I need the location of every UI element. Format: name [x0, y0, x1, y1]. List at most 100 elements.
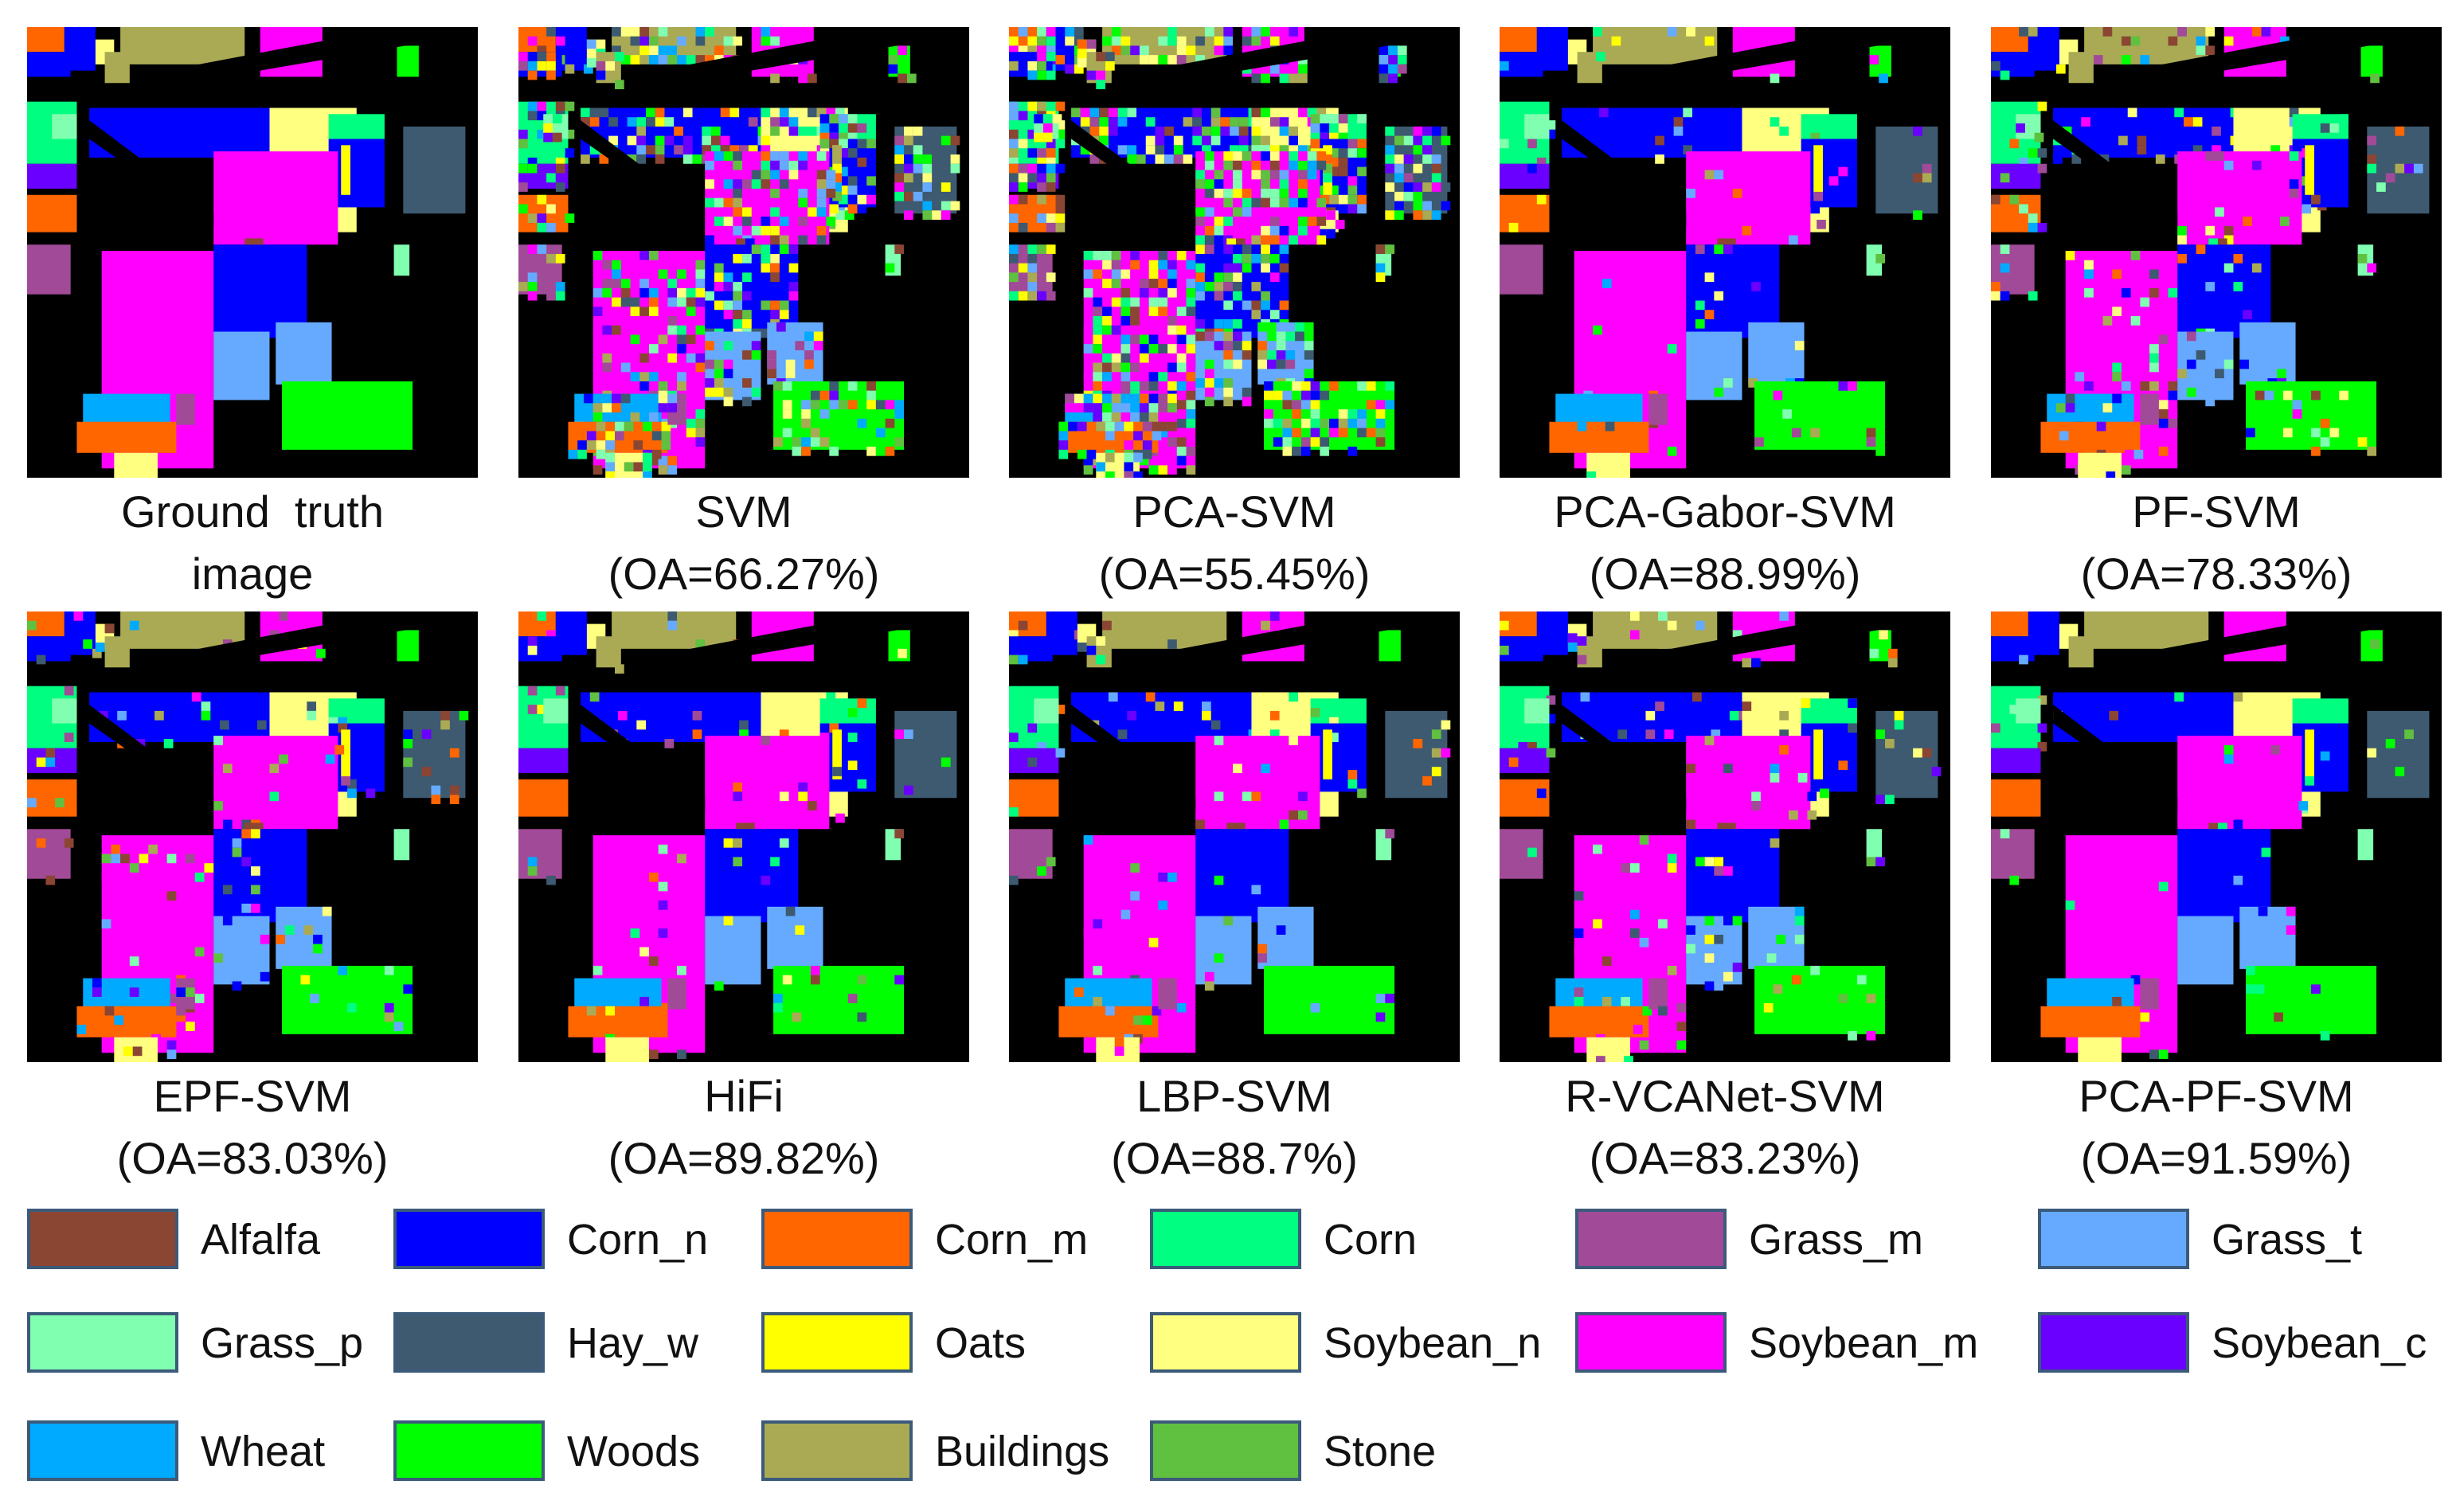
map-speckle — [527, 61, 538, 71]
map-speckle — [1018, 263, 1028, 273]
map-speckle — [714, 36, 724, 46]
map-speckle — [658, 269, 668, 279]
map-region — [1555, 393, 1643, 425]
map-speckle — [1776, 934, 1786, 944]
map-speckle — [1394, 154, 1404, 164]
map-speckle — [449, 795, 460, 805]
map-speckle — [232, 847, 242, 858]
map-speckle — [1102, 307, 1112, 317]
map-region — [568, 1006, 668, 1037]
map-speckle — [661, 421, 671, 432]
map-speckle — [1320, 418, 1330, 428]
map-speckle — [527, 272, 538, 283]
map-speckle — [733, 179, 743, 189]
map-speckle — [779, 729, 789, 740]
map-speckle — [1155, 145, 1165, 155]
map-speckle — [1009, 101, 1019, 111]
map-speckle — [1413, 145, 1423, 155]
map-speckle — [546, 875, 556, 885]
map-speckle — [2205, 282, 2216, 291]
map-speckle — [1158, 455, 1168, 466]
map-speckle — [2395, 163, 2405, 174]
map-speckle — [2177, 235, 2187, 245]
map-speckle — [627, 117, 637, 127]
map-speckle — [2000, 263, 2010, 273]
map-speckle — [648, 307, 659, 317]
map-speckle — [241, 903, 252, 913]
map-speckle — [1233, 359, 1242, 369]
caption: SVM (OA=66.27%) — [518, 481, 969, 605]
map-speckle — [1598, 107, 1609, 118]
map-region — [2239, 906, 2296, 969]
map-speckle — [810, 428, 820, 438]
map-speckle — [1742, 225, 1752, 236]
map-speckle — [782, 975, 792, 985]
map-speckle — [1266, 350, 1277, 360]
map-speckle — [1289, 126, 1299, 136]
map-region — [104, 52, 130, 84]
map-speckle — [555, 163, 565, 174]
map-speckle — [695, 325, 706, 335]
map-speckle — [1099, 126, 1109, 136]
map-speckle — [723, 916, 733, 926]
map-speckle — [646, 107, 655, 118]
map-speckle — [1664, 729, 1674, 740]
map-speckle — [2215, 207, 2224, 217]
map-speckle — [1065, 27, 1074, 37]
map-speckle — [847, 400, 858, 410]
map-speckle — [913, 191, 923, 201]
map-speckle — [1068, 421, 1077, 432]
map-speckle — [1046, 182, 1056, 192]
map-speckle — [213, 736, 223, 745]
map-speckle — [1096, 636, 1106, 646]
map-speckle — [527, 163, 538, 174]
map-speckle — [83, 639, 92, 649]
map-speckle — [154, 710, 164, 721]
map-speckle — [714, 263, 724, 273]
map-speckle — [1158, 465, 1168, 475]
map-speckle — [1316, 197, 1327, 208]
map-speckle — [1714, 866, 1724, 876]
map-speckle — [1148, 372, 1159, 381]
map-speckle — [1269, 151, 1280, 161]
map-speckle — [705, 160, 714, 170]
map-speckle — [1683, 145, 1693, 155]
map-speckle — [176, 987, 186, 998]
map-speckle — [648, 956, 659, 966]
legend-label: Corn_n — [567, 1216, 709, 1264]
map-speckle — [1667, 863, 1677, 873]
map-speckle — [251, 754, 260, 764]
map-speckle — [1009, 157, 1019, 167]
map-speckle — [589, 692, 600, 702]
map-speckle — [1261, 244, 1270, 254]
map-speckle — [767, 350, 776, 360]
map-speckle — [1316, 207, 1327, 217]
map-speckle — [2121, 381, 2131, 391]
map-speckle — [2168, 418, 2178, 428]
map-speckle — [1176, 334, 1187, 345]
map-speckle — [661, 440, 671, 450]
map-speckle — [2034, 132, 2044, 143]
map-speckle — [819, 437, 830, 447]
map-speckle — [1111, 393, 1121, 404]
map-speckle — [1065, 393, 1074, 404]
map-speckle — [1176, 418, 1187, 428]
map-speckle — [761, 36, 771, 46]
map-speckle — [2233, 282, 2243, 291]
map-speckle — [1629, 611, 1640, 621]
map-speckle — [705, 217, 714, 226]
map-speckle — [792, 1012, 802, 1022]
map-speckle — [1065, 55, 1074, 64]
map-speckle — [1310, 428, 1320, 438]
map-speckle — [612, 393, 621, 404]
map-speckle — [1347, 409, 1358, 419]
legend-label: Soybean_n — [1324, 1319, 1542, 1367]
map-speckle — [2137, 145, 2147, 155]
map-speckle — [658, 901, 668, 910]
map-speckle — [711, 126, 721, 136]
map-speckle — [347, 788, 357, 799]
map-speckle — [2311, 446, 2321, 456]
map-speckle — [1130, 269, 1140, 279]
map-speckle — [1602, 279, 1612, 288]
map-speckle — [733, 151, 743, 161]
